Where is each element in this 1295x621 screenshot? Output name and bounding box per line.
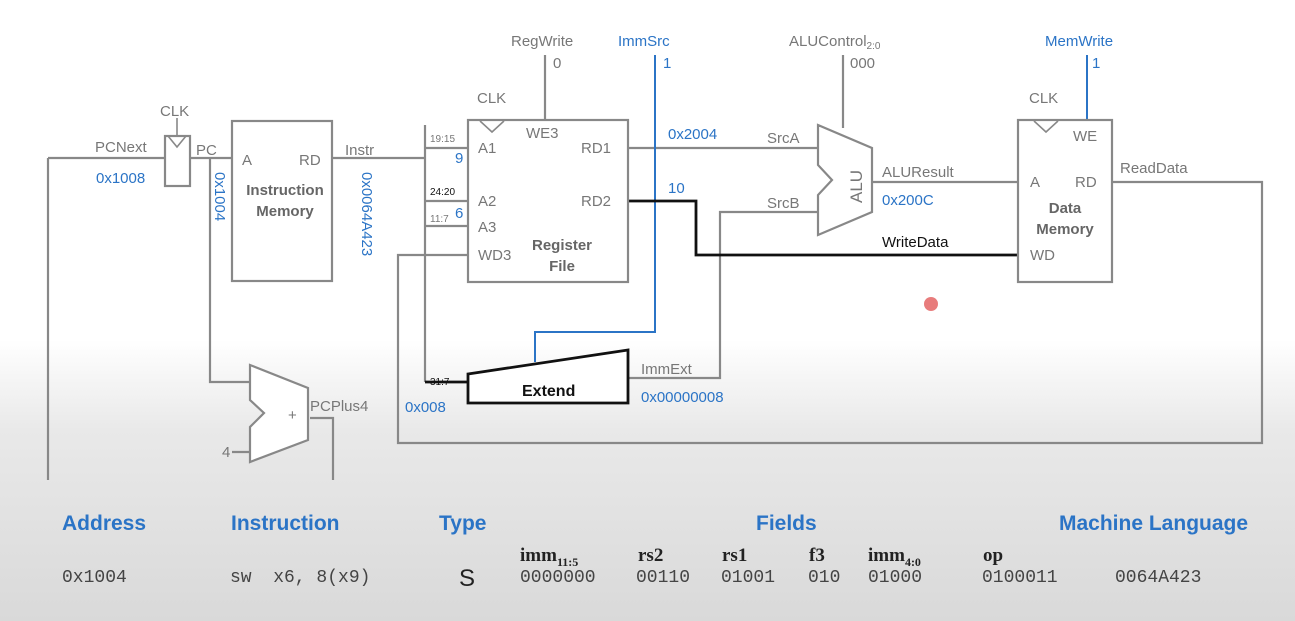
instruction-memory <box>230 119 334 283</box>
pcnext-label: PCNext <box>95 139 148 156</box>
extend-title: Extend <box>522 383 575 400</box>
clk-pc-label: CLK <box>160 103 189 120</box>
bits-11-7: 11:7 <box>430 214 449 225</box>
clk-dmem-label: CLK <box>1029 90 1058 107</box>
writedata-label: WriteData <box>882 234 949 251</box>
row-type: S <box>459 565 476 592</box>
field-label-f3: f3 <box>809 545 825 566</box>
pcnext-value: 0x1008 <box>96 170 145 187</box>
imem-title-1: Instruction <box>246 182 324 199</box>
field-label-imm-hi: imm11:5 <box>520 545 579 569</box>
bits-24-20: 24:20 <box>430 187 455 198</box>
instr-label: Instr <box>345 142 374 159</box>
srca-label: SrcA <box>767 130 800 147</box>
header-fields: Fields <box>756 512 817 535</box>
dmem-clock-marker <box>1033 120 1059 134</box>
bits-19-15: 19:15 <box>430 134 455 145</box>
header-instruction: Instruction <box>231 512 340 535</box>
rd1-value: 0x2004 <box>668 126 717 143</box>
wire-pcnext-loop <box>46 158 335 480</box>
field-label-imm-lo: imm4:0 <box>868 545 921 569</box>
row-imm-lo: 01000 <box>868 568 923 588</box>
row-imm-hi: 0000000 <box>520 568 596 588</box>
dmem-wd-label: WD <box>1030 247 1055 264</box>
aluresult-value: 0x200C <box>882 192 934 209</box>
alucontrol-label: ALUControl2:0 <box>789 33 881 52</box>
row-machine-language: 0064A423 <box>1115 568 1202 588</box>
rf-clock-marker <box>479 120 505 134</box>
four-label: 4 <box>222 444 230 461</box>
a1-value: 9 <box>455 150 463 167</box>
field-label-rs2: rs2 <box>638 545 664 566</box>
readdata-label: ReadData <box>1120 160 1188 177</box>
register-file <box>466 118 630 284</box>
bits-31-7: 31:7 <box>430 377 450 388</box>
cursor-indicator <box>924 297 938 311</box>
rf-a3-label: A3 <box>478 219 496 236</box>
immext-value: 0x00000008 <box>641 389 724 406</box>
alu-label: ALU <box>847 170 866 203</box>
regwrite-label: RegWrite <box>511 33 573 50</box>
header-type: Type <box>439 512 487 535</box>
alucontrol-value: 000 <box>850 55 875 72</box>
header-address: Address <box>62 512 147 535</box>
memwrite-value: 1 <box>1092 55 1100 72</box>
aluresult-label: ALUResult <box>882 164 955 181</box>
row-address: 0x1004 <box>62 568 127 588</box>
a3-value: 6 <box>455 205 463 222</box>
rf-title-1: Register <box>532 237 592 254</box>
dmem-title-1: Data <box>1049 200 1082 217</box>
row-rs2: 00110 <box>636 568 691 588</box>
row-instruction: sw x6, 8(x9) <box>230 568 371 588</box>
row-op: 0100011 <box>982 568 1058 588</box>
imem-a-label: A <box>242 152 252 169</box>
row-rs1: 01001 <box>721 568 776 588</box>
wire-immsrc <box>534 55 656 362</box>
wire-pc-to-adder <box>208 158 250 384</box>
rf-a2-label: A2 <box>478 193 496 210</box>
adder-plus-label: + <box>288 407 297 424</box>
srcb-label: SrcB <box>767 195 800 212</box>
dmem-we-label: WE <box>1073 128 1097 145</box>
rf-wd3-label: WD3 <box>478 247 511 264</box>
pc-register <box>163 134 192 188</box>
pc-clock-marker <box>167 135 187 149</box>
rf-we3-label: WE3 <box>526 125 559 142</box>
field-label-rs1: rs1 <box>722 545 748 566</box>
pc-value: 0x1004 <box>211 172 228 221</box>
clk-rf-label: CLK <box>477 90 506 107</box>
dmem-a-label: A <box>1030 174 1040 191</box>
row-f3: 010 <box>808 568 841 588</box>
rf-rd1-label: RD1 <box>581 140 611 157</box>
wire-writedata <box>628 199 1018 257</box>
rf-a1-label: A1 <box>478 140 496 157</box>
imem-title-2: Memory <box>256 203 314 220</box>
header-machine-language: Machine Language <box>1059 512 1249 535</box>
immext-label: ImmExt <box>641 361 693 378</box>
rd2-value: 10 <box>668 180 685 197</box>
data-memory <box>1016 118 1114 284</box>
field-label-op: op <box>983 545 1004 566</box>
extend-unit <box>466 348 630 405</box>
imem-rd-label: RD <box>299 152 321 169</box>
wire-srcb <box>628 210 818 380</box>
rf-title-2: File <box>549 258 575 275</box>
alu-block <box>816 123 874 237</box>
pc-adder <box>248 363 310 464</box>
wire-readdata-loop <box>396 180 1264 445</box>
immsrc-value: 1 <box>663 55 671 72</box>
pc-label: PC <box>196 142 217 159</box>
datapath-diagram: RegWrite 0 ALUControl2:0 000 CLK CLK CLK… <box>46 33 1264 480</box>
pcplus4-label: PCPlus4 <box>310 398 368 415</box>
memwrite-label: MemWrite <box>1045 33 1113 50</box>
dmem-rd-label: RD <box>1075 174 1097 191</box>
extend-in-value: 0x008 <box>405 399 446 416</box>
instr-value: 0x0064A423 <box>358 172 375 256</box>
rf-rd2-label: RD2 <box>581 193 611 210</box>
dmem-title-2: Memory <box>1036 221 1094 238</box>
immsrc-label: ImmSrc <box>618 33 670 50</box>
regwrite-value: 0 <box>553 55 561 72</box>
